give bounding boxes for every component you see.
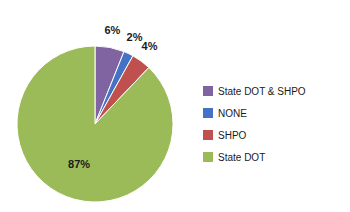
legend: State DOT & SHPO NONE SHPO State DOT bbox=[203, 86, 306, 163]
legend-swatch bbox=[203, 86, 213, 96]
data-label: 4% bbox=[142, 40, 158, 52]
legend-swatch bbox=[203, 108, 213, 118]
pie bbox=[17, 46, 173, 202]
data-label: 2% bbox=[127, 31, 143, 43]
legend-swatch bbox=[203, 130, 213, 140]
legend-label: NONE bbox=[218, 108, 247, 119]
chart: 6%2%4%87%State DOT & SHPONONESHPOState D… bbox=[0, 0, 350, 212]
pie-slice bbox=[17, 46, 173, 202]
data-label: 6% bbox=[104, 24, 120, 36]
legend-item: NONE bbox=[203, 108, 247, 119]
legend-label: State DOT & SHPO bbox=[218, 86, 306, 97]
legend-item: State DOT & SHPO bbox=[203, 86, 306, 97]
legend-swatch bbox=[203, 152, 213, 162]
data-labels: 6% 2%4% 87% bbox=[68, 24, 158, 170]
legend-item: SHPO bbox=[203, 130, 247, 141]
legend-label: SHPO bbox=[218, 130, 247, 141]
legend-item: State DOT bbox=[203, 152, 265, 163]
data-label: 87% bbox=[68, 158, 90, 170]
legend-label: State DOT bbox=[218, 152, 265, 163]
